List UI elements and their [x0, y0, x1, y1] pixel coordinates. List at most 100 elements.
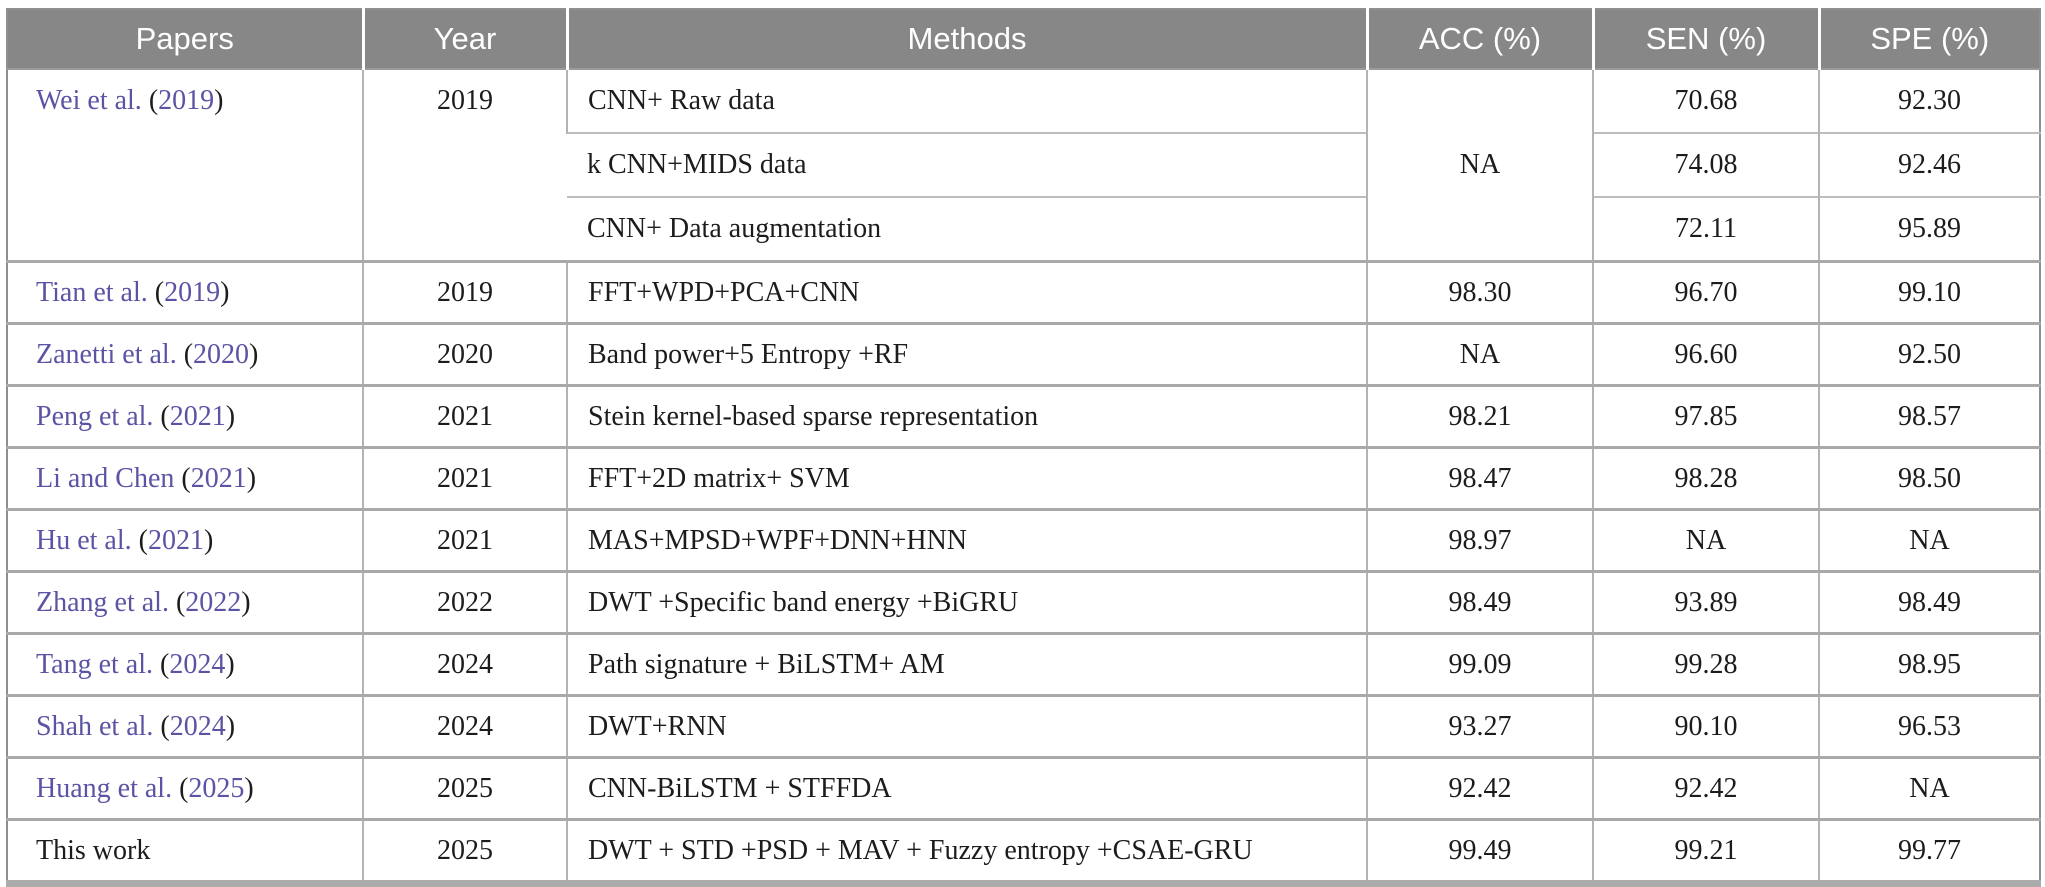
spe-cell: 98.95	[1818, 632, 2040, 696]
sen-cell: 90.10	[1592, 694, 1819, 758]
table-row: CNN+ Data augmentation 72.11 95.89	[7, 196, 2040, 262]
header-row: Papers Year Methods ACC (%) SEN (%) SPE …	[7, 9, 2040, 70]
year-cell: 2022	[362, 570, 567, 634]
paper-cell: Zhang et al. (2022)	[7, 570, 363, 634]
comparison-table: Papers Year Methods ACC (%) SEN (%) SPE …	[6, 8, 2041, 887]
acc-cell: NA	[1366, 322, 1593, 386]
table-row: Peng et al. (2021) 2021 Stein kernel-bas…	[7, 384, 2040, 448]
paper-cell: Tian et al. (2019)	[7, 260, 363, 324]
table-row: Zhang et al. (2022) 2022 DWT +Specific b…	[7, 570, 2040, 634]
year-cell: 2020	[362, 322, 567, 386]
table-row: Tang et al. (2024) 2024 Path signature +…	[7, 632, 2040, 696]
acc-cell: 98.30	[1366, 260, 1593, 324]
this-work-label: This work	[36, 834, 151, 866]
paper-cell: Tang et al. (2024)	[7, 632, 363, 696]
year-cell: 2021	[362, 384, 567, 448]
method-cell: CNN+ Raw data	[566, 69, 1367, 133]
sen-cell: 70.68	[1592, 69, 1819, 133]
method-cell: Path signature + BiLSTM+ AM	[566, 632, 1367, 696]
sen-cell: 72.11	[1592, 196, 1819, 262]
sen-cell: 96.60	[1592, 322, 1819, 386]
citation-link[interactable]: Tang et al. (2024)	[36, 648, 235, 680]
citation-link[interactable]: Shah et al. (2024)	[36, 710, 236, 742]
acc-cell: 93.27	[1366, 694, 1593, 758]
spe-cell: 92.50	[1818, 322, 2040, 386]
acc-cell: 92.42	[1366, 756, 1593, 820]
spe-cell: 98.49	[1818, 570, 2040, 634]
spe-cell: NA	[1818, 756, 2040, 820]
spe-cell: 99.77	[1818, 818, 2040, 884]
column-header-sen: SEN (%)	[1591, 9, 1819, 70]
paper-cell: Wei et al. (2019)	[7, 69, 363, 262]
citation-link[interactable]: Zhang et al. (2022)	[36, 586, 251, 618]
spe-cell: NA	[1818, 508, 2040, 572]
column-header-acc: ACC (%)	[1365, 9, 1593, 70]
paper-cell: Peng et al. (2021)	[7, 384, 363, 448]
citation-link[interactable]: Li and Chen (2021)	[36, 462, 257, 494]
column-header-papers: Papers	[7, 9, 363, 70]
acc-cell: 99.49	[1366, 818, 1593, 884]
citation-link[interactable]: Wei et al. (2019)	[36, 85, 224, 116]
acc-cell: 98.97	[1366, 508, 1593, 572]
citation-link[interactable]: Peng et al. (2021)	[36, 400, 236, 432]
year-cell: 2024	[362, 694, 567, 758]
acc-cell: 99.09	[1366, 632, 1593, 696]
method-cell: Stein kernel-based sparse representation	[566, 384, 1367, 448]
spe-cell: 95.89	[1818, 196, 2040, 262]
citation-link[interactable]: Huang et al. (2025)	[36, 772, 254, 804]
acc-cell: 98.47	[1366, 446, 1593, 510]
year-cell: 2025	[362, 756, 567, 820]
method-cell: DWT+RNN	[566, 694, 1367, 758]
spe-cell: 98.57	[1818, 384, 2040, 448]
method-cell: MAS+MPSD+WPF+DNN+HNN	[566, 508, 1367, 572]
citation-link[interactable]: Tian et al. (2019)	[36, 276, 230, 308]
paper-cell: Li and Chen (2021)	[7, 446, 363, 510]
table-row: Shah et al. (2024) 2024 DWT+RNN 93.27 90…	[7, 694, 2040, 758]
spe-cell: 96.53	[1818, 694, 2040, 758]
sen-cell: 74.08	[1592, 132, 1819, 197]
year-cell: 2021	[362, 446, 567, 510]
year-cell: 2025	[362, 818, 567, 884]
table-row: Li and Chen (2021) 2021 FFT+2D matrix+ S…	[7, 446, 2040, 510]
table-row: Wei et al. (2019) 2019 CNN+ Raw data NA …	[7, 69, 2040, 262]
table-row: k CNN+MIDS data 74.08 92.46	[7, 132, 2040, 197]
method-cell: DWT +Specific band energy +BiGRU	[566, 570, 1367, 634]
spe-cell: 92.30	[1818, 69, 2040, 133]
acc-cell: 98.49	[1366, 570, 1593, 634]
paper-cell: This work	[7, 818, 363, 884]
year-cell: 2024	[362, 632, 567, 696]
table-row: Hu et al. (2021) 2021 MAS+MPSD+WPF+DNN+H…	[7, 508, 2040, 572]
table-row: Tian et al. (2019) 2019 FFT+WPD+PCA+CNN …	[7, 260, 2040, 324]
column-header-year: Year	[361, 9, 567, 70]
citation-link[interactable]: Zanetti et al. (2020)	[36, 338, 259, 370]
table-row: Zanetti et al. (2020) 2020 Band power+5 …	[7, 322, 2040, 386]
method-cell: k CNN+MIDS data	[567, 132, 1367, 197]
sen-cell: 96.70	[1592, 260, 1819, 324]
sen-cell: 92.42	[1592, 756, 1819, 820]
method-cell: Band power+5 Entropy +RF	[566, 322, 1367, 386]
citation-link[interactable]: Hu et al. (2021)	[36, 524, 214, 556]
year-cell: 2019	[362, 69, 567, 262]
acc-cell: 98.21	[1366, 384, 1593, 448]
table-row: Huang et al. (2025) 2025 CNN-BiLSTM + ST…	[7, 756, 2040, 820]
paper-cell: Zanetti et al. (2020)	[7, 322, 363, 386]
method-cell: FFT+WPD+PCA+CNN	[566, 260, 1367, 324]
year-cell: 2019	[362, 260, 567, 324]
method-cell: DWT + STD +PSD + MAV + Fuzzy entropy +CS…	[566, 818, 1367, 884]
method-cell: CNN-BiLSTM + STFFDA	[566, 756, 1367, 820]
sen-cell: NA	[1592, 508, 1819, 572]
paper-cell: Huang et al. (2025)	[7, 756, 363, 820]
spe-cell: 98.50	[1818, 446, 2040, 510]
method-cell: FFT+2D matrix+ SVM	[566, 446, 1367, 510]
column-header-methods: Methods	[565, 9, 1367, 70]
sen-cell: 99.28	[1592, 632, 1819, 696]
spe-cell: 99.10	[1818, 260, 2040, 324]
acc-cell: NA	[1366, 69, 1593, 262]
year-cell: 2021	[362, 508, 567, 572]
method-cell: CNN+ Data augmentation	[567, 196, 1367, 262]
sen-cell: 97.85	[1592, 384, 1819, 448]
paper-cell: Shah et al. (2024)	[7, 694, 363, 758]
sen-cell: 93.89	[1592, 570, 1819, 634]
column-header-spe: SPE (%)	[1817, 9, 2040, 70]
